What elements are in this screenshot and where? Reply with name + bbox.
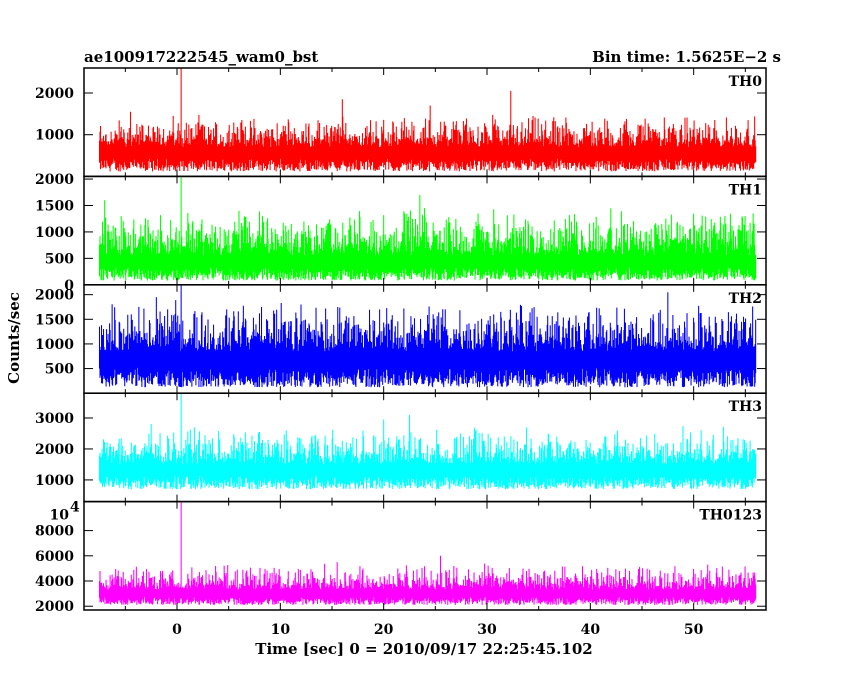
y-tick-label-superscript: 4	[70, 500, 80, 516]
bin-time-label: Bin time: 1.5625E−2 s	[592, 48, 781, 66]
y-tick-label: 2000	[35, 599, 74, 615]
y-tick-label: 8000	[35, 524, 74, 540]
chart-title: ae100917222545_wam0_bst	[84, 48, 318, 66]
panel-label: TH1	[729, 182, 762, 198]
y-tick-label: 1000	[35, 128, 74, 144]
x-tick-label: 50	[684, 622, 704, 638]
panel-th0: 1000 2000 TH0	[35, 67, 767, 178]
panel-label: TH2	[729, 291, 762, 307]
series-th0123	[98, 501, 757, 605]
panel-label: TH0123	[699, 508, 762, 524]
y-tick-label: 1000	[35, 473, 74, 489]
x-tick-label: 40	[581, 622, 601, 638]
x-axis-label: Time [sec] 0 = 2010/09/17 22:25:45.102	[255, 640, 592, 658]
y-tick-label: 3000	[35, 411, 74, 427]
y-tick-label: 500	[45, 251, 74, 267]
panel-th2: 500 1000 1500 2000 TH2	[35, 284, 767, 394]
series-th0	[98, 68, 757, 172]
y-tick-label: 500	[45, 362, 74, 378]
y-tick-label-exponent: 10	[50, 508, 70, 524]
y-tick-label: 2000	[35, 172, 74, 188]
x-tick-label: 10	[271, 622, 291, 638]
y-tick-label: 1000	[35, 337, 74, 353]
y-tick-label: 1500	[35, 312, 74, 328]
y-tick-label: 4000	[35, 574, 74, 590]
panel-label: TH0	[729, 74, 763, 90]
x-axis: 0 10 20 30 40 50	[172, 622, 704, 638]
y-tick-label: 0	[64, 278, 74, 294]
y-tick-label: 6000	[35, 549, 74, 565]
y-tick-label: 2000	[35, 288, 74, 304]
series-th1	[98, 176, 757, 281]
y-tick-label: 2000	[35, 86, 74, 102]
y-tick-label: 1000	[35, 225, 74, 241]
y-tick-label: 2000	[35, 442, 74, 458]
y-axis-label: Counts/sec	[5, 292, 23, 384]
panel-th3: 1000 2000 3000 TH3	[35, 392, 767, 503]
x-tick-label: 20	[374, 622, 394, 638]
panels-group: 1000 2000 TH0 0 500 1000 1500 2000 TH1 500 1000 150…	[35, 67, 767, 615]
panel-label: TH3	[729, 399, 762, 415]
series-th3	[98, 393, 757, 490]
series-th2	[98, 284, 757, 388]
y-tick-label: 1500	[35, 198, 74, 214]
x-tick-label: 30	[477, 622, 497, 638]
panel-th1: 0 500 1000 1500 2000 TH1	[35, 172, 767, 294]
x-tick-label: 0	[172, 622, 182, 638]
